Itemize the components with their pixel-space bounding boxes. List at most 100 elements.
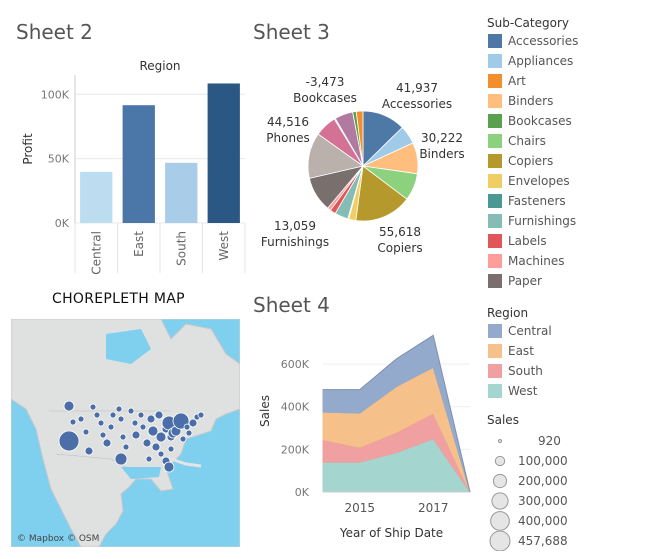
map-point[interactable] xyxy=(167,445,175,453)
map-point[interactable] xyxy=(102,438,112,448)
legend-label: Central xyxy=(508,324,552,338)
map-point[interactable] xyxy=(127,407,135,415)
area-chart-ytick: 0K xyxy=(295,486,310,499)
pie-label-value: 55,618 xyxy=(379,225,421,239)
sales-legend-item[interactable]: 457,688 xyxy=(488,531,568,551)
map-point[interactable] xyxy=(154,410,164,420)
map-point[interactable] xyxy=(157,450,165,458)
hudson-bay xyxy=(106,329,151,364)
map-point[interactable] xyxy=(163,461,175,473)
sales-legend-item[interactable]: 200,000 xyxy=(488,471,568,491)
subcategory-legend-item-paper[interactable]: Paper xyxy=(488,274,542,288)
profit-by-subcategory-pie-chart: -3,473 Bookcases 41,937 Accessories 44,516 Ph… xyxy=(261,75,465,255)
subcategory-legend-item-binders[interactable]: Binders xyxy=(488,94,553,108)
region-legend-item-central[interactable]: Central xyxy=(488,324,552,338)
legend-label: Appliances xyxy=(508,54,574,68)
pie-label-name: Furnishings xyxy=(261,235,329,249)
subcategory-legend-item-furnishings[interactable]: Furnishings xyxy=(488,214,576,228)
map-point[interactable] xyxy=(99,431,107,439)
region-legend-item-south[interactable]: South xyxy=(488,364,543,378)
map-point[interactable] xyxy=(188,418,198,428)
map-point[interactable] xyxy=(151,442,161,452)
pie-label-name: Phones xyxy=(266,131,309,145)
map-title: CHOREPLETH MAP xyxy=(52,291,185,307)
area-chart-xtick: 2017 xyxy=(418,501,449,515)
sales-legend-item[interactable]: 100,000 xyxy=(488,451,568,471)
profit-by-region-bar-chart: Region Profit 0K 50K 100K Central East South Wes… xyxy=(21,59,246,275)
map-point[interactable] xyxy=(145,455,153,463)
bar-chart-ytick: 50K xyxy=(48,153,70,166)
map-point[interactable] xyxy=(58,430,80,452)
legend-swatch xyxy=(488,274,502,288)
legend-label: Bookcases xyxy=(508,114,572,128)
sales-legend-item[interactable]: 920 xyxy=(488,431,561,451)
map-point[interactable] xyxy=(131,430,141,440)
area-series-central[interactable] xyxy=(322,334,471,493)
bar-south[interactable] xyxy=(165,162,198,223)
pie-label-name: Bookcases xyxy=(293,91,357,105)
map-point[interactable] xyxy=(179,435,187,443)
map-point[interactable] xyxy=(139,423,147,431)
bar-central[interactable] xyxy=(80,171,113,223)
map-point[interactable] xyxy=(146,414,156,424)
sales-legend-item[interactable]: 400,000 xyxy=(488,511,568,531)
map-point[interactable] xyxy=(93,411,101,419)
map-point[interactable] xyxy=(119,433,127,441)
map-point[interactable] xyxy=(89,403,97,411)
bar-chart-ytick: 100K xyxy=(41,88,70,101)
map-point[interactable] xyxy=(147,425,159,437)
map-point[interactable] xyxy=(137,411,145,419)
subcategory-legend-item-chairs[interactable]: Chairs xyxy=(488,134,546,148)
sales-legend-circle xyxy=(494,455,506,467)
map-point[interactable] xyxy=(122,443,130,451)
sales-legend-item[interactable]: 300,000 xyxy=(488,491,568,511)
map-point[interactable] xyxy=(197,411,205,419)
map-point[interactable] xyxy=(109,411,117,419)
legend-swatch xyxy=(488,174,502,188)
subcategory-legend-item-appliances[interactable]: Appliances xyxy=(488,54,573,68)
legend-swatch xyxy=(488,74,502,88)
map-point[interactable] xyxy=(183,423,191,431)
subcategory-legend-item-labels[interactable]: Labels xyxy=(488,234,547,248)
map-point[interactable] xyxy=(117,415,125,423)
map-point[interactable] xyxy=(185,429,193,437)
map-point[interactable] xyxy=(155,431,167,443)
map-point[interactable] xyxy=(77,415,85,423)
subcategory-legend-item-envelopes[interactable]: Envelopes xyxy=(488,174,570,188)
legend-swatch xyxy=(488,214,502,228)
subcategory-legend-item-art[interactable]: Art xyxy=(488,74,526,88)
sales-by-year-area-chart: Sales 0K 200K 400K 600K 2015 2017 Year of Ship … xyxy=(258,334,471,540)
gulf-of-mexico xyxy=(121,467,161,479)
sales-legend-label: 920 xyxy=(538,434,561,448)
sales-legend-label: 100,000 xyxy=(518,454,568,468)
pie-slice-copiers[interactable] xyxy=(355,165,408,222)
choropleth-map[interactable]: © Mapbox © OSM xyxy=(11,319,240,547)
map-point[interactable] xyxy=(63,400,75,412)
map-point[interactable] xyxy=(97,419,105,427)
subcategory-legend-item-fasteners[interactable]: Fasteners xyxy=(488,194,566,208)
legend-swatch xyxy=(488,54,502,68)
map-point[interactable] xyxy=(142,438,152,448)
map-point[interactable] xyxy=(131,419,139,427)
pie-label-value: -3,473 xyxy=(306,75,345,89)
legend-label: Fasteners xyxy=(508,194,566,208)
bar-west[interactable] xyxy=(207,83,240,223)
map-attribution[interactable]: © Mapbox © OSM xyxy=(17,534,99,544)
subcategory-legend-item-accessories[interactable]: Accessories xyxy=(488,34,578,48)
map-point[interactable] xyxy=(115,405,123,413)
map-point[interactable] xyxy=(84,446,94,456)
map-point[interactable] xyxy=(107,423,115,431)
map-point[interactable] xyxy=(69,418,77,426)
subcategory-legend-item-copiers[interactable]: Copiers xyxy=(488,154,553,168)
region-legend-item-west[interactable]: West xyxy=(488,384,538,398)
bar-east[interactable] xyxy=(122,105,155,223)
map-point[interactable] xyxy=(114,452,128,466)
subcategory-legend-item-bookcases[interactable]: Bookcases xyxy=(488,114,572,128)
region-legend-item-east[interactable]: East xyxy=(488,344,534,358)
legend-label: Furnishings xyxy=(508,214,577,228)
pie-label-value: 13,059 xyxy=(274,219,316,233)
pie-label-name: Copiers xyxy=(377,241,422,255)
subcategory-legend-item-machines[interactable]: Machines xyxy=(488,254,564,268)
pie-slice-art[interactable] xyxy=(355,110,364,167)
map-point[interactable] xyxy=(82,428,90,436)
